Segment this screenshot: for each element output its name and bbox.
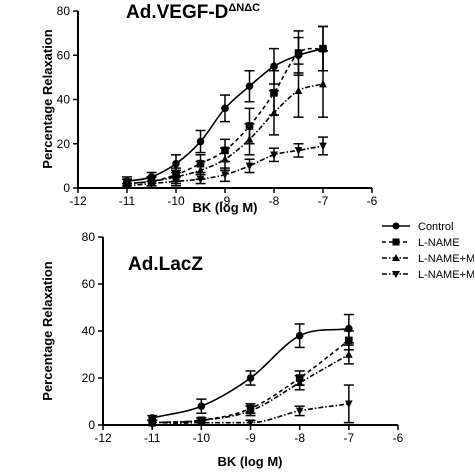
y-axis-label: Percentage Relaxation bbox=[40, 29, 55, 169]
data-point bbox=[246, 374, 255, 382]
y-tick-label: 20 bbox=[82, 371, 96, 385]
x-tick-label: -7 bbox=[343, 431, 354, 445]
legend-label: L-NAME bbox=[418, 237, 460, 249]
x-tick-label: -6 bbox=[367, 194, 378, 208]
square-marker-icon bbox=[392, 238, 400, 246]
data-point bbox=[148, 421, 156, 430]
x-tick-label: -10 bbox=[193, 431, 211, 445]
data-point bbox=[270, 151, 278, 160]
legend: Control L-NAME L-NAME+M L-NAME+M bbox=[382, 221, 474, 281]
x-tick-label: -11 bbox=[119, 194, 136, 208]
x-tick-label: -12 bbox=[94, 431, 112, 445]
x-tick-label: -9 bbox=[245, 431, 256, 445]
data-point bbox=[197, 419, 206, 427]
data-point bbox=[197, 402, 206, 411]
x-tick-label: -8 bbox=[294, 431, 305, 445]
x-tick-label: -6 bbox=[393, 431, 404, 445]
legend-label: L-NAME+M bbox=[418, 269, 474, 281]
data-point bbox=[196, 166, 205, 174]
panel-vegf-d: Ad.VEGF-DΔNΔC BK (log M) Percentage Rela… bbox=[40, 2, 378, 215]
data-point bbox=[221, 171, 229, 180]
data-point bbox=[221, 104, 229, 113]
data-point bbox=[246, 406, 255, 415]
y-tick-label: 60 bbox=[82, 277, 96, 291]
data-point bbox=[295, 331, 304, 340]
data-point bbox=[172, 178, 180, 186]
x-axis-label: BK (log M) bbox=[218, 454, 283, 469]
legend-item-l-name: L-NAME bbox=[382, 237, 460, 249]
data-point bbox=[295, 378, 304, 386]
y-tick-label: 60 bbox=[57, 48, 71, 62]
data-point bbox=[319, 44, 327, 53]
x-tick-label: -11 bbox=[144, 431, 161, 445]
x-tick-label: -8 bbox=[269, 194, 280, 208]
data-point bbox=[221, 154, 229, 163]
panel-lacz: Ad.LacZ BK (log M) Percentage Relaxation… bbox=[40, 230, 404, 469]
chart-title: Ad.VEGF-DΔNΔC bbox=[126, 2, 260, 23]
data-point bbox=[172, 159, 180, 168]
y-tick-label: 80 bbox=[82, 230, 96, 244]
x-tick-label: -7 bbox=[318, 194, 329, 208]
data-point bbox=[294, 49, 303, 57]
legend-label: L-NAME+M bbox=[418, 253, 474, 265]
x-tick-label: -9 bbox=[220, 194, 231, 208]
y-tick-label: 40 bbox=[82, 324, 96, 338]
data-point bbox=[147, 180, 156, 188]
data-point bbox=[345, 400, 353, 409]
y-tick-label: 20 bbox=[57, 137, 71, 151]
data-point bbox=[245, 82, 254, 91]
data-point bbox=[196, 175, 205, 184]
data-point bbox=[196, 137, 205, 146]
x-tick-label: -12 bbox=[69, 194, 87, 208]
data-point bbox=[245, 162, 254, 171]
data-point bbox=[345, 350, 353, 358]
y-axis-label: Percentage Relaxation bbox=[40, 261, 55, 401]
series-triangle-down bbox=[148, 384, 354, 430]
data-point bbox=[270, 108, 278, 117]
data-point bbox=[319, 142, 327, 151]
data-point bbox=[294, 86, 303, 94]
data-point bbox=[294, 147, 303, 155]
y-tick-label: 0 bbox=[63, 181, 70, 195]
chart-title-superscript: ΔNΔC bbox=[228, 2, 260, 14]
circle-marker-icon bbox=[392, 222, 400, 230]
x-axis-label: BK (log M) bbox=[193, 200, 258, 215]
legend-item-l-name-m-b: L-NAME+M bbox=[382, 269, 474, 281]
data-point bbox=[270, 62, 278, 71]
data-point bbox=[245, 135, 254, 143]
series-triangle-down bbox=[122, 136, 328, 191]
data-point bbox=[319, 79, 327, 88]
legend-item-l-name-m-a: L-NAME+M bbox=[382, 253, 474, 265]
x-tick-label: -10 bbox=[167, 194, 185, 208]
chart-title: Ad.LacZ bbox=[128, 254, 203, 275]
data-point bbox=[345, 336, 353, 345]
triangle-up-marker-icon bbox=[392, 254, 400, 261]
data-point bbox=[246, 419, 255, 427]
y-tick-label: 80 bbox=[57, 4, 71, 18]
legend-item-control: Control bbox=[382, 221, 453, 233]
y-tick-label: 40 bbox=[57, 93, 71, 107]
y-tick-label: 0 bbox=[88, 418, 95, 432]
triangle-down-marker-icon bbox=[392, 271, 400, 278]
data-point bbox=[123, 182, 131, 191]
data-point bbox=[295, 407, 304, 416]
legend-label: Control bbox=[418, 221, 453, 233]
